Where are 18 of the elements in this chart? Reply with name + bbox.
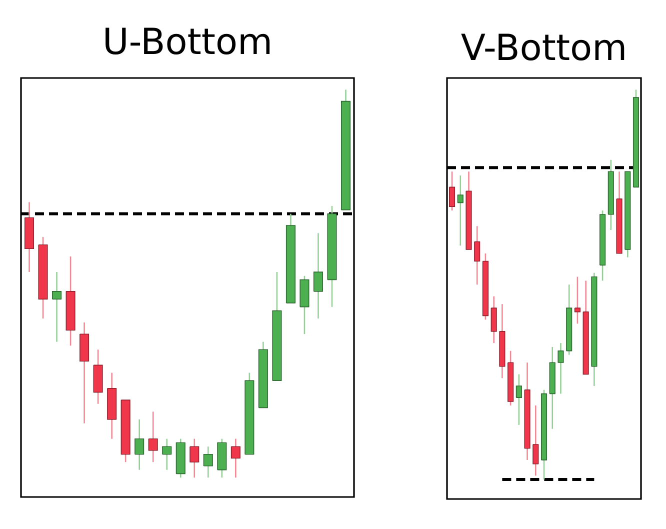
candlestick <box>52 271 62 342</box>
candlestick <box>230 438 240 478</box>
candlestick <box>457 174 464 246</box>
candlestick <box>203 446 213 478</box>
candlestick <box>516 374 522 426</box>
chart-title: U-Bottom <box>106 28 270 55</box>
candlestick <box>134 418 144 470</box>
candlestick <box>558 342 564 394</box>
candlestick <box>190 438 200 478</box>
candlestick <box>574 276 580 324</box>
candlestick <box>449 170 456 212</box>
candlestick <box>162 438 172 470</box>
candlestick <box>474 225 480 286</box>
candlestick <box>490 296 497 344</box>
chart-title: V-Bottom <box>461 34 624 61</box>
candlestick <box>532 404 539 476</box>
candlestick <box>148 411 158 463</box>
candlestick <box>313 232 323 320</box>
